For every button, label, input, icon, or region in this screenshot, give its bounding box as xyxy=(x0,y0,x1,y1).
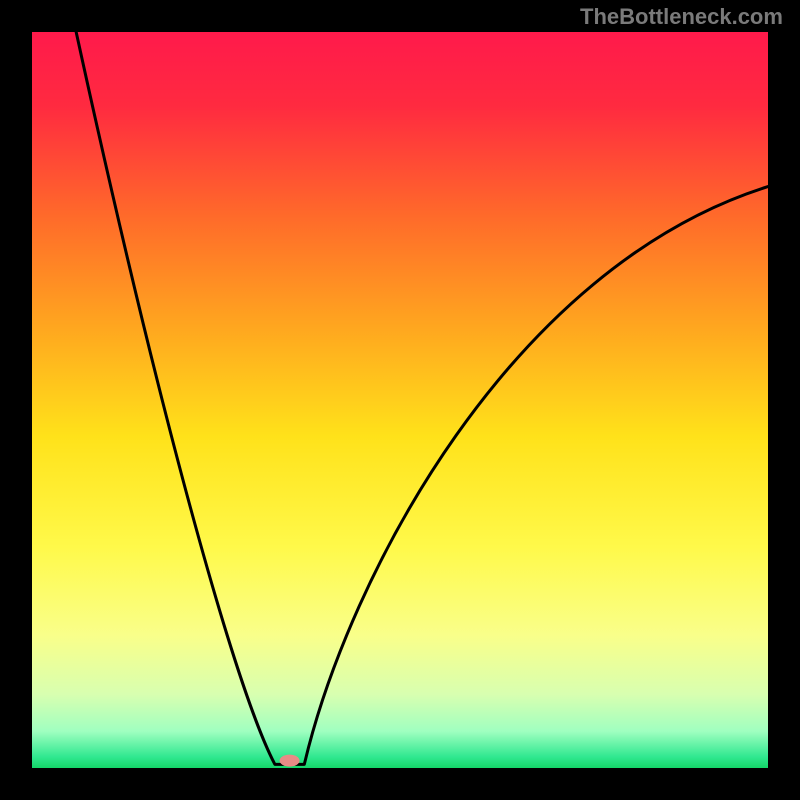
watermark-label: TheBottleneck.com xyxy=(580,4,783,30)
optimal-point-marker xyxy=(280,755,300,767)
plot-area xyxy=(32,32,768,768)
plot-svg xyxy=(32,32,768,768)
gradient-background xyxy=(32,32,768,768)
